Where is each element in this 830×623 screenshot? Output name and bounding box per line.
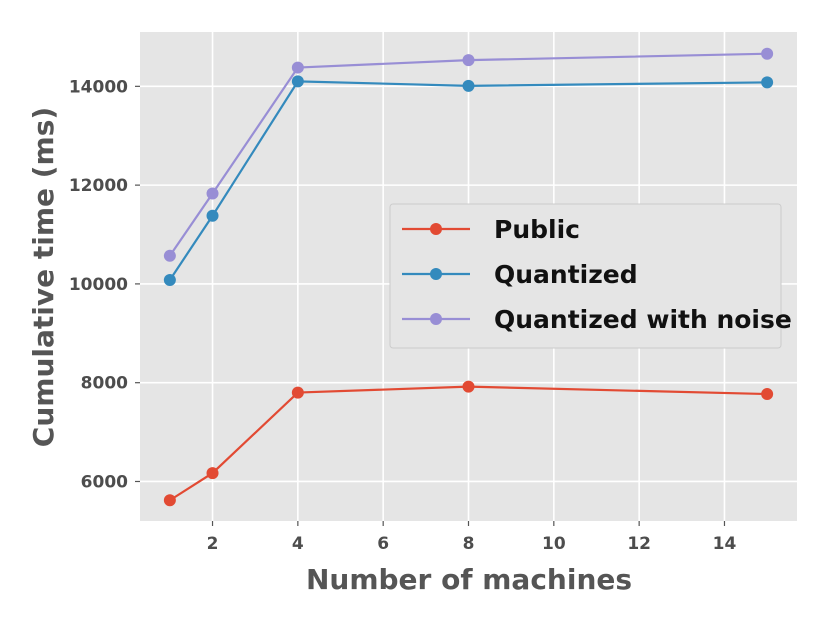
data-point: [206, 209, 219, 222]
y-axis-label: Cumulative time (ms): [27, 107, 60, 447]
data-point: [291, 386, 304, 399]
x-tick-label: 2: [207, 534, 219, 554]
x-tick-label: 4: [292, 534, 304, 554]
data-point: [462, 380, 475, 393]
x-axis-label: Number of machines: [306, 563, 632, 596]
y-tick-label: 12000: [69, 176, 128, 196]
data-point: [761, 47, 774, 60]
y-tick-label: 6000: [81, 472, 128, 492]
legend-item: Quantized: [402, 260, 638, 289]
y-tick-label: 10000: [69, 275, 128, 295]
y-tick-labels: 6000 8000 10000 12000 14000: [69, 77, 140, 492]
legend-label: Public: [494, 215, 580, 244]
data-point: [163, 273, 176, 286]
series-2: [163, 47, 774, 262]
legend: Public Quantized Quantized with noise: [389, 203, 792, 349]
series-group: [163, 47, 774, 507]
legend-label: Quantized: [494, 260, 638, 289]
data-point: [206, 467, 219, 480]
x-tick-label: 8: [463, 534, 475, 554]
legend-item: Quantized with noise: [402, 305, 792, 334]
legend-label: Quantized with noise: [494, 305, 792, 334]
y-tick-label: 8000: [81, 374, 128, 394]
data-point: [761, 76, 774, 89]
y-tick-label: 14000: [69, 77, 128, 97]
x-tick-label: 12: [627, 534, 651, 554]
legend-marker: [430, 313, 442, 325]
legend-marker: [430, 268, 442, 280]
legend-item: Public: [402, 215, 580, 244]
x-tick-label: 6: [377, 534, 389, 554]
data-point: [163, 249, 176, 262]
data-point: [462, 79, 475, 92]
x-tick-labels: 2 4 6 8 10 12 14: [207, 521, 737, 554]
data-point: [291, 61, 304, 74]
series-0: [163, 380, 774, 507]
data-point: [761, 388, 774, 401]
legend-marker: [430, 223, 442, 235]
x-tick-label: 10: [542, 534, 566, 554]
data-point: [291, 75, 304, 88]
legend-box: [389, 203, 782, 349]
x-tick-label: 14: [713, 534, 737, 554]
data-point: [163, 494, 176, 507]
data-point: [462, 54, 475, 67]
series-1: [163, 75, 774, 286]
data-point: [206, 187, 219, 200]
